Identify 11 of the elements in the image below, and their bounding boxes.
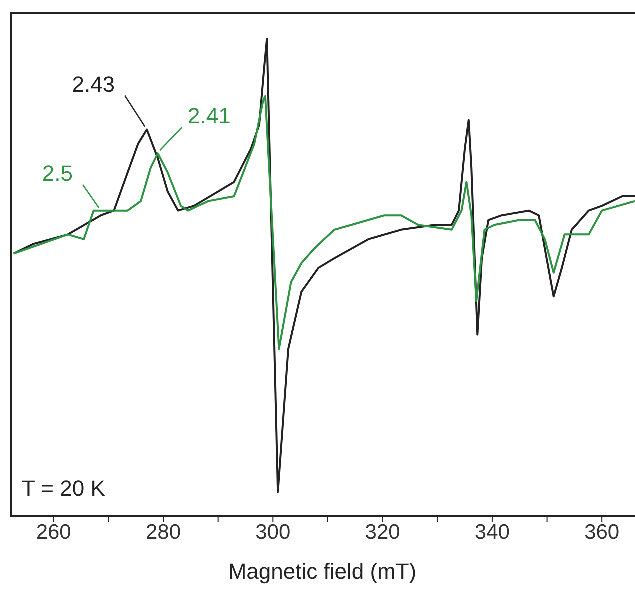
annotation: T = 20 K: [22, 476, 106, 502]
x-tick-label: 360: [584, 520, 620, 544]
x-tick-label: 260: [36, 520, 72, 544]
annotation: 2.41: [188, 104, 231, 129]
annotation: 2.5: [42, 160, 74, 186]
x-axis-title: Magnetic field (mT): [228, 559, 417, 584]
x-tick-label: 280: [146, 520, 182, 544]
x-tick-label: 320: [365, 520, 400, 544]
annotation: 2.43: [72, 72, 116, 97]
x-tick-label: 300: [256, 520, 291, 544]
x-tick-label: 340: [474, 520, 510, 544]
